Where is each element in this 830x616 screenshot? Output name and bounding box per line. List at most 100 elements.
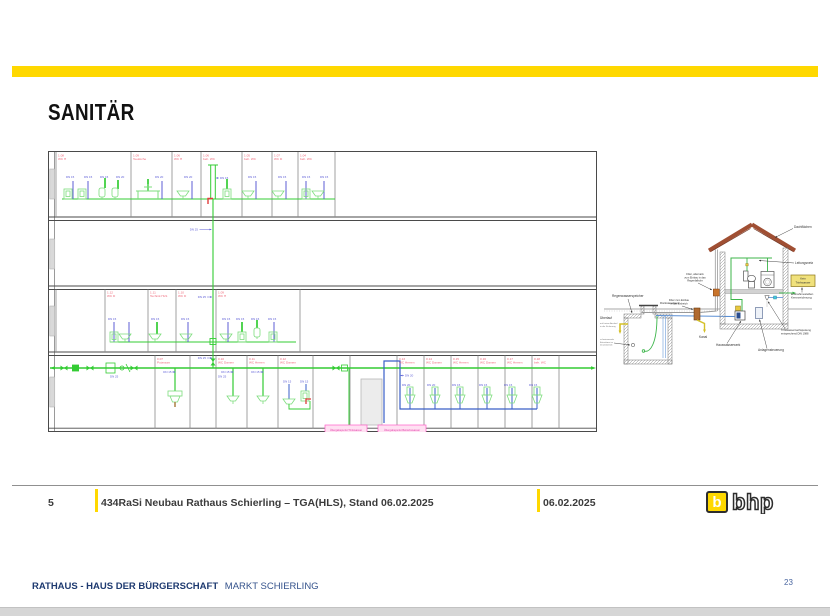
rainwater-label: Dachflächen bbox=[794, 225, 812, 229]
room-number: 1.09 bbox=[133, 154, 139, 158]
footer-accent-divider bbox=[95, 489, 98, 512]
dn-pipe-label: DN 15 bbox=[66, 175, 75, 179]
room-number: 0.13 bbox=[399, 357, 405, 361]
dn-pipe-label: DN 20 bbox=[402, 383, 411, 387]
room-number: 0.16 bbox=[480, 357, 486, 361]
floor-tab bbox=[49, 168, 56, 200]
red-fitting bbox=[207, 197, 213, 204]
rainwater-label: Hauswasserwerk bbox=[716, 343, 741, 347]
dn-pipe-label: DN 15 bbox=[302, 175, 311, 179]
bottom-strip bbox=[0, 607, 830, 616]
service-water-pipe bbox=[730, 257, 772, 311]
room-name: WC Herren bbox=[453, 360, 469, 364]
project-name-regular: MARKT SCHIERLING bbox=[224, 581, 319, 592]
dn-pipe-label: DN 15 bbox=[151, 317, 160, 321]
handover-box-service-water bbox=[377, 424, 427, 432]
room-number: 0.10 bbox=[218, 357, 224, 361]
rainwater-label: Regenfallrohr bbox=[687, 279, 703, 283]
bhp-logo: b bhp bbox=[706, 491, 781, 514]
red-fitting bbox=[305, 398, 311, 404]
dn-pipe-label: DN 15 bbox=[236, 317, 245, 321]
dn-pipe-label: DN 15 bbox=[220, 176, 229, 180]
rainwater-label: Druckbetrieb bbox=[600, 344, 613, 347]
rainwater-label: Leitungsnetz bbox=[795, 261, 813, 265]
room-name: WC Herren bbox=[399, 360, 415, 364]
rainwater-label: in die Sickerung bbox=[600, 325, 616, 328]
overflow-pipe bbox=[619, 323, 628, 332]
rainwater-label: Entnahmestellen bbox=[791, 292, 814, 296]
floor-tab bbox=[49, 376, 56, 408]
dn-pipe-label: DN 15 bbox=[479, 383, 488, 387]
room-number: 1.06 bbox=[174, 154, 180, 158]
control-unit bbox=[755, 307, 763, 319]
dn-pipe-label: DN 15 bbox=[163, 370, 172, 374]
room-number: 0.14 bbox=[426, 357, 432, 361]
room-number: 1.08 bbox=[58, 154, 64, 158]
dn-pipe-label: DN 15 bbox=[100, 175, 109, 179]
room-number: 0.12 bbox=[280, 357, 286, 361]
room-name: WC Damen bbox=[280, 360, 296, 364]
dn-pipe-label: DN 25 bbox=[110, 375, 119, 379]
dn-pipe-label: DN 20 bbox=[184, 175, 193, 179]
dn-pipe-label: DN 15 bbox=[320, 175, 329, 179]
dn-pipe-label: DN 15 bbox=[283, 380, 292, 384]
bhp-logo-tile: b bbox=[706, 491, 728, 513]
room-name: beh. WC bbox=[244, 157, 257, 161]
rainwater-label: in das Erdreich bbox=[670, 301, 688, 305]
dn-pipe-label: DN 15 bbox=[251, 317, 260, 321]
room-number: 1.06 bbox=[203, 154, 209, 158]
room-number: 1.11 bbox=[150, 291, 156, 295]
room-name: WC D bbox=[178, 294, 187, 298]
room-number: 1.09 bbox=[218, 291, 224, 295]
rainwater-label: Filter, alternativ bbox=[686, 272, 704, 276]
downpipe-filter bbox=[713, 288, 720, 297]
floor-tab bbox=[49, 305, 56, 337]
project-name-bold: RATHAUS - HAUS DER BÜRGERSCHAFT bbox=[32, 581, 219, 592]
floor-slab bbox=[724, 289, 784, 294]
dn-pipe-label: DN 15 bbox=[248, 175, 257, 179]
rainwater-label: entsprechend DIN 1988 bbox=[781, 332, 809, 336]
dn-pipe-label: DN 15 bbox=[278, 175, 287, 179]
room-number: 0.07 bbox=[157, 357, 163, 361]
room-number: 1.10 bbox=[178, 291, 184, 295]
house-wall bbox=[782, 247, 789, 325]
rainwater-label: Kennzeichnung bbox=[791, 296, 812, 300]
dn-pipe-label: DN 15 bbox=[529, 383, 538, 387]
room-name: Putzraum bbox=[157, 360, 171, 364]
rainwater-label: Kanal bbox=[699, 335, 707, 339]
bhp-logo-text: bhp bbox=[732, 491, 774, 514]
room-name: WC Damen bbox=[480, 360, 496, 364]
house-wall bbox=[719, 251, 726, 325]
room-name: beh. WC bbox=[534, 360, 547, 364]
room-name: WC H bbox=[218, 294, 226, 298]
room-name: WC Damen bbox=[218, 360, 234, 364]
floor-tab bbox=[49, 238, 56, 270]
rainwater-label: Regenwasserspeicher bbox=[612, 294, 644, 298]
room-name: WC Herren bbox=[249, 360, 265, 364]
room-number: 0.17 bbox=[507, 357, 513, 361]
bhp-logo-wordmark: bhp bbox=[731, 491, 774, 514]
room-number: 1.07 bbox=[274, 154, 280, 158]
rainwater-label: Kein bbox=[800, 277, 806, 281]
dn-pipe-label: DN 20 bbox=[155, 175, 164, 179]
rainwater-label: Entnahme im bbox=[600, 341, 613, 344]
suction-hose bbox=[643, 315, 658, 352]
page-title: SANITÄR bbox=[48, 99, 135, 125]
footer-date: 06.02.2025 bbox=[543, 497, 596, 509]
room-name: WC Herren bbox=[507, 360, 523, 364]
rainwater-label: mit freiem Auslauf bbox=[600, 322, 618, 325]
rainwater-label: schwimmende bbox=[600, 339, 615, 341]
room-name: WC H bbox=[58, 157, 66, 161]
room-number: 0.11 bbox=[249, 357, 255, 361]
room-number: 0.18 bbox=[534, 357, 540, 361]
dn-pipe-label: DN 15 bbox=[222, 317, 231, 321]
ground-filter bbox=[693, 307, 701, 321]
fixture-sink-counter bbox=[136, 184, 160, 199]
toilet bbox=[743, 270, 749, 282]
dn-pipe-label: DN 15 bbox=[181, 317, 190, 321]
dn-pipe-label: DN 15 bbox=[108, 317, 117, 321]
meter bbox=[72, 364, 79, 372]
room-number: 1.05 bbox=[244, 154, 250, 158]
handover-label: Übergabepunkt Trinkwasser bbox=[330, 428, 362, 432]
